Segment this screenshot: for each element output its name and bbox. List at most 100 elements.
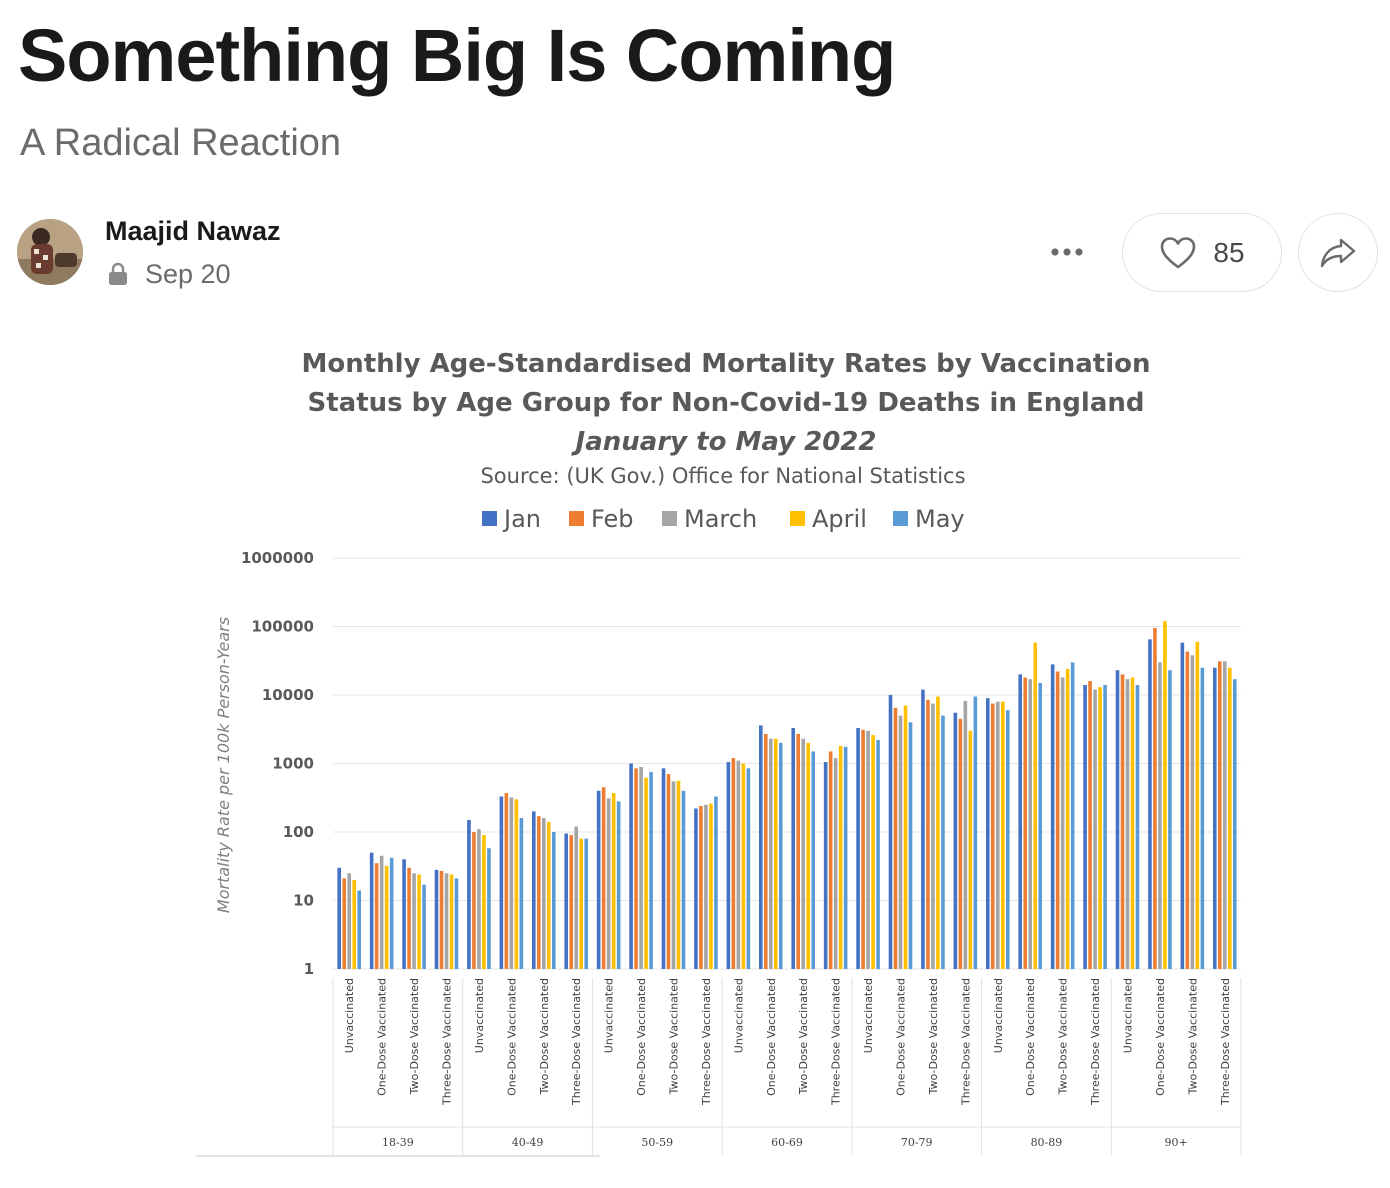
bar-april	[838, 746, 843, 969]
bar-march	[412, 873, 416, 969]
x-axis-category-labels: Unvaccinated One-Dose Vaccinated Two-Dose …	[343, 978, 1232, 1106]
bar-may	[649, 772, 653, 969]
bar-may	[616, 801, 621, 969]
bar-feb	[634, 768, 638, 969]
chart-title-line-2: Status by Age Group for Non-Covid-19 Dea…	[308, 388, 1145, 418]
bar-may	[1038, 682, 1043, 969]
bar-march	[379, 855, 384, 969]
legend-swatch-jan	[482, 511, 497, 526]
bar-march	[801, 738, 806, 969]
x-status-label: Three-Dose Vaccinated	[959, 978, 972, 1106]
y-axis-ticks: 1 10 100 1000 10000 100000 1000000	[241, 549, 314, 978]
x-status-label: One-Dose Vaccinated	[895, 978, 908, 1096]
bar-april	[644, 777, 648, 969]
bar-april	[1065, 668, 1070, 969]
bar-march	[866, 730, 870, 969]
bar-jan	[758, 725, 763, 969]
bar-march	[1125, 679, 1130, 969]
bar-april	[417, 874, 421, 969]
bar-feb	[666, 774, 671, 969]
share-button[interactable]	[1298, 213, 1378, 292]
bar-jan	[888, 695, 893, 969]
bar-jan	[694, 808, 698, 969]
bar-may	[908, 722, 913, 969]
bar-may	[519, 818, 524, 969]
chart-bars	[337, 621, 1237, 969]
legend-swatch-may	[893, 511, 908, 526]
bar-jan	[1050, 664, 1055, 969]
more-options-button[interactable]	[1040, 232, 1094, 272]
bar-april	[676, 780, 681, 969]
bar-feb	[861, 729, 865, 969]
bar-march	[509, 797, 514, 969]
bar-jan	[1115, 670, 1120, 969]
y-tick-label: 1000	[272, 755, 314, 773]
x-status-label: One-Dose Vaccinated	[765, 978, 778, 1096]
like-count: 85	[1213, 236, 1245, 268]
x-status-label: Three-Dose Vaccinated	[1089, 978, 1102, 1106]
bar-march	[995, 701, 1000, 969]
bar-feb	[893, 707, 898, 969]
chart-title-line-1: Monthly Age-Standardised Mortality Rates…	[301, 349, 1150, 379]
x-status-label: Two-Dose Vaccinated	[1186, 978, 1199, 1095]
x-age-group-label: 50-59	[641, 1136, 673, 1149]
bar-jan	[499, 796, 504, 969]
x-age-group-label: 80-89	[1031, 1136, 1063, 1149]
bar-april	[1033, 642, 1038, 969]
legend-label-jan: Jan	[502, 505, 541, 533]
x-status-label: Unvaccinated	[732, 978, 745, 1053]
share-arrow-icon	[1320, 238, 1356, 267]
bar-march	[1028, 679, 1033, 969]
x-status-label: Three-Dose Vaccinated	[830, 978, 843, 1106]
bar-jan	[1212, 667, 1217, 969]
chart-legend: Jan Feb March April May	[482, 505, 965, 533]
bar-jan	[856, 727, 860, 969]
bar-april	[611, 793, 616, 969]
bar-march	[931, 703, 935, 969]
bar-april	[936, 696, 940, 969]
bar-feb	[699, 805, 703, 969]
legend-label-april: April	[812, 505, 867, 533]
x-status-label: Three-Dose Vaccinated	[700, 978, 713, 1106]
bar-jan	[1018, 674, 1023, 969]
bar-jan	[467, 819, 471, 969]
legend-swatch-march	[662, 511, 677, 526]
bar-jan	[1180, 642, 1185, 969]
x-status-label: Unvaccinated	[473, 978, 486, 1053]
y-axis-label: Mortality Rate per 100k Person-Years	[214, 617, 233, 913]
bar-jan	[434, 869, 439, 969]
bar-may	[973, 696, 978, 969]
y-tick-label: 100	[283, 823, 314, 841]
bar-feb	[1055, 671, 1060, 969]
bar-may	[1168, 670, 1172, 969]
bar-may	[876, 740, 880, 969]
x-status-label: Unvaccinated	[992, 978, 1005, 1053]
bar-march	[1190, 655, 1195, 969]
bar-jan	[596, 790, 601, 969]
like-button[interactable]: 85	[1122, 213, 1282, 292]
bar-april	[1163, 621, 1167, 969]
x-status-label: Two-Dose Vaccinated	[927, 978, 940, 1095]
chart-subtitle: January to May 2022	[571, 427, 877, 457]
bar-feb	[828, 751, 833, 969]
bar-april	[968, 730, 973, 969]
bar-jan	[661, 768, 666, 969]
author-name[interactable]: Maajid Nawaz	[105, 216, 281, 246]
bar-jan	[726, 762, 731, 969]
bar-march	[963, 700, 968, 969]
bar-april	[1000, 701, 1005, 969]
bar-march	[1222, 661, 1227, 969]
bar-march	[1093, 689, 1097, 969]
bar-may	[778, 742, 783, 969]
bar-april	[449, 874, 454, 969]
bar-jan	[531, 811, 536, 969]
x-status-label: One-Dose Vaccinated	[1154, 978, 1167, 1096]
author-avatar[interactable]	[17, 219, 83, 285]
bar-feb	[796, 733, 801, 969]
bar-may	[357, 890, 362, 969]
x-status-label: Unvaccinated	[603, 978, 616, 1053]
post-date: Sep 20	[145, 258, 231, 289]
post-title: Something Big Is Coming	[18, 14, 896, 97]
bar-jan	[629, 763, 633, 969]
bar-march	[606, 798, 611, 969]
